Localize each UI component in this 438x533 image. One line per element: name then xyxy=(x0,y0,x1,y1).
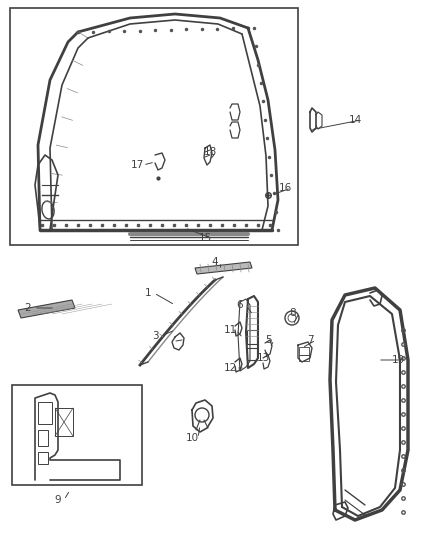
Bar xyxy=(55,408,73,436)
Text: 8: 8 xyxy=(290,308,297,318)
Bar xyxy=(299,355,309,361)
Text: 3: 3 xyxy=(152,331,158,341)
Bar xyxy=(247,348,257,360)
Text: 1: 1 xyxy=(145,288,151,298)
Text: 19: 19 xyxy=(392,355,405,365)
Text: 18: 18 xyxy=(203,147,217,157)
Bar xyxy=(12,385,142,485)
Text: 14: 14 xyxy=(348,115,362,125)
Text: 4: 4 xyxy=(212,257,218,267)
Bar xyxy=(38,430,48,446)
Bar xyxy=(247,330,257,344)
Text: 12: 12 xyxy=(223,363,237,373)
Bar xyxy=(299,347,309,355)
Text: 2: 2 xyxy=(25,303,31,313)
Text: 11: 11 xyxy=(223,325,237,335)
Polygon shape xyxy=(18,300,75,318)
Polygon shape xyxy=(195,262,252,274)
Bar xyxy=(38,452,48,464)
Text: 7: 7 xyxy=(307,335,313,345)
Bar xyxy=(10,8,298,245)
Text: 5: 5 xyxy=(265,335,271,345)
Text: 16: 16 xyxy=(279,183,292,193)
Text: 17: 17 xyxy=(131,160,144,170)
Bar xyxy=(38,402,52,424)
Text: 6: 6 xyxy=(237,300,244,310)
Text: 15: 15 xyxy=(198,233,212,243)
Text: 13: 13 xyxy=(256,353,270,363)
Text: 9: 9 xyxy=(55,495,61,505)
Text: 10: 10 xyxy=(185,433,198,443)
